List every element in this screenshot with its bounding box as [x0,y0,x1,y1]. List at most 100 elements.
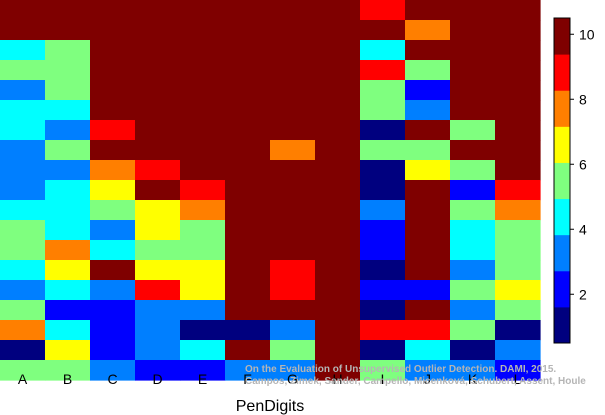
heatmap-cell-C-7 [90,140,136,161]
heatmap-cell-G-3 [270,60,316,81]
heatmap-cell-J-13 [405,260,451,281]
heatmap-cell-C-9 [90,180,136,201]
heatmap-cell-I-17 [360,340,406,361]
heatmap-cell-F-18 [225,360,271,381]
heatmap-cell-B-11 [45,220,91,241]
heatmap-cell-D-8 [135,160,181,181]
heatmap-cell-J-6 [405,120,451,141]
heatmap-cell-F-2 [225,40,271,61]
heatmap-cell-E-3 [180,60,226,81]
heatmap-cell-G-9 [270,180,316,201]
heatmap-cell-G-17 [270,340,316,361]
heatmap-cell-J-8 [405,160,451,181]
heatmap-cell-A-2 [0,40,46,61]
heatmap-cell-D-1 [135,20,181,41]
heatmap-cell-J-3 [405,60,451,81]
heatmap-cell-C-18 [90,360,136,381]
heatmap-cell-A-7 [0,140,46,161]
heatmap-cell-A-9 [0,180,46,201]
heatmap-cell-G-6 [270,120,316,141]
heatmap-cell-A-14 [0,280,46,301]
heatmap-cell-J-10 [405,200,451,221]
heatmap-cell-I-2 [360,40,406,61]
heatmap-cell-D-18 [135,360,181,381]
heatmap-cell-J-2 [405,40,451,61]
heatmap-cell-I-11 [360,220,406,241]
heatmap-cell-H-11 [315,220,361,241]
colorbar-segment-3 [554,198,570,236]
heatmap-cell-J-18 [405,360,451,381]
heatmap-cell-B-13 [45,260,91,281]
heatmap-cell-A-5 [0,100,46,121]
heatmap-cell-K-4 [450,80,496,101]
colorbar-segment-5 [554,126,570,163]
heatmap-cell-G-4 [270,80,316,101]
heatmap-cell-G-8 [270,160,316,181]
heatmap-cell-G-12 [270,240,316,261]
colorbar-segment-4 [554,162,570,200]
heatmap-cell-F-7 [225,140,271,161]
heatmap-cell-I-16 [360,320,406,341]
heatmap-cell-H-6 [315,120,361,141]
heatmap-cell-H-7 [315,140,361,161]
heatmap-cell-F-9 [225,180,271,201]
heatmap-cell-K-2 [450,40,496,61]
heatmap-cell-I-6 [360,120,406,141]
heatmap-cell-K-8 [450,160,496,181]
heatmap-cell-F-4 [225,80,271,101]
heatmap-cell-A-3 [0,60,46,81]
heatmap-cell-E-11 [180,220,226,241]
heatmap-cell-F-10 [225,200,271,221]
heatmap-cell-I-8 [360,160,406,181]
heatmap-cell-A-13 [0,260,46,281]
heatmap-cell-K-6 [450,120,496,141]
heatmap-cell-L-15 [495,300,541,321]
heatmap-cell-H-16 [315,320,361,341]
heatmap-cell-F-16 [225,320,271,341]
colorbar-segment-0 [554,306,570,344]
heatmap-cell-D-10 [135,200,181,221]
heatmap-cell-B-17 [45,340,91,361]
heatmap-cell-G-10 [270,200,316,221]
heatmap-cell-F-5 [225,100,271,121]
heatmap-cell-C-14 [90,280,136,301]
heatmap-cell-A-1 [0,20,46,41]
heatmap-cell-H-1 [315,20,361,41]
heatmap-cell-E-4 [180,80,226,101]
x-tick-label-D: D [152,371,162,387]
heatmap-cell-C-2 [90,40,136,61]
heatmap-cell-E-18 [180,360,226,381]
heatmap-cell-C-6 [90,120,136,141]
heatmap-cell-A-0 [0,0,46,21]
heatmap-cell-J-1 [405,20,451,41]
heatmap-cell-A-16 [0,320,46,341]
heatmap-cell-H-2 [315,40,361,61]
heatmap-cell-I-4 [360,80,406,101]
x-tick-label-E: E [198,371,207,387]
x-tick-label-B: B [63,371,72,387]
heatmap-cell-K-10 [450,200,496,221]
watermark-line-1: On the Evaluation of Unsupervised Outlie… [245,364,556,375]
heatmap-cell-B-5 [45,100,91,121]
heatmap-cell-L-0 [495,0,541,21]
heatmap-cell-L-4 [495,80,541,101]
heatmap-cell-B-7 [45,140,91,161]
heatmap-cell-D-17 [135,340,181,361]
heatmap-cell-I-7 [360,140,406,161]
heatmap-cell-H-10 [315,200,361,221]
heatmap-cell-B-8 [45,160,91,181]
colorbar-segment-7 [554,54,570,91]
heatmap-cell-F-3 [225,60,271,81]
heatmap-cell-H-0 [315,0,361,21]
heatmap-cell-J-16 [405,320,451,341]
heatmap-cell-B-10 [45,200,91,221]
heatmap-cell-D-14 [135,280,181,301]
heatmap-cell-H-14 [315,280,361,301]
heatmap-cell-A-4 [0,80,46,101]
heatmap-cell-G-2 [270,40,316,61]
heatmap-cell-F-0 [225,0,271,21]
heatmap-cell-C-4 [90,80,136,101]
heatmap-cell-L-11 [495,220,541,241]
heatmap-cell-I-3 [360,60,406,81]
